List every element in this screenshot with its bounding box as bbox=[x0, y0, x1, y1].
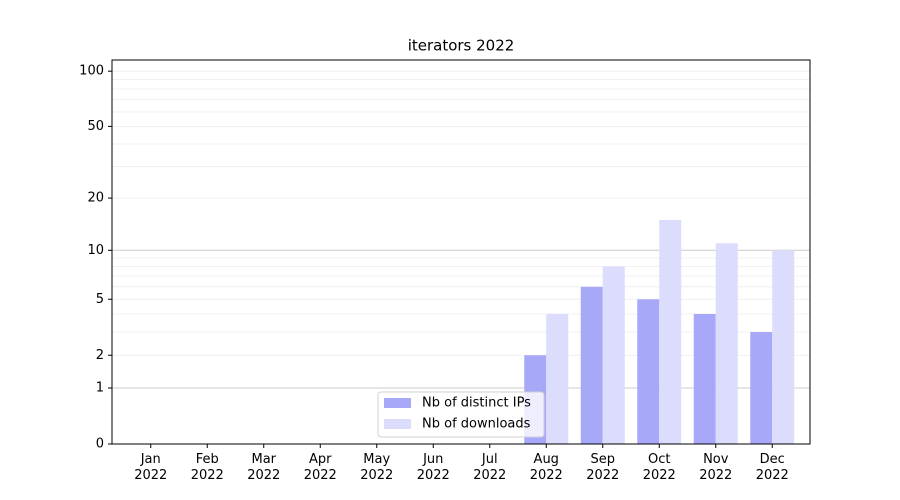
y-tick-label: 20 bbox=[87, 191, 104, 206]
x-tick-label: Jan 2022 bbox=[134, 452, 168, 483]
x-tick-label: Jun 2022 bbox=[416, 452, 450, 483]
x-tick-label: Jul 2022 bbox=[473, 452, 507, 483]
y-tick-label: 1 bbox=[96, 381, 104, 396]
bar bbox=[715, 243, 738, 444]
bar bbox=[772, 250, 795, 444]
legend-label: Nb of distinct IPs bbox=[422, 396, 531, 411]
x-tick-label: Mar 2022 bbox=[247, 452, 281, 483]
bar bbox=[693, 313, 716, 444]
legend-label: Nb of downloads bbox=[422, 417, 531, 432]
legend-swatch bbox=[384, 398, 411, 408]
bar bbox=[637, 299, 660, 444]
x-tick-label: Feb 2022 bbox=[190, 452, 224, 483]
x-tick-label: Oct 2022 bbox=[642, 452, 676, 483]
bar bbox=[659, 220, 682, 444]
x-tick-label: Aug 2022 bbox=[529, 452, 563, 483]
plot-frame bbox=[111, 59, 811, 445]
x-tick-label: May 2022 bbox=[360, 452, 394, 483]
y-tick-label: 10 bbox=[87, 243, 104, 258]
bar bbox=[546, 313, 569, 444]
y-tick-label: 2 bbox=[96, 348, 104, 363]
legend-swatch bbox=[384, 419, 411, 429]
x-tick-label: Nov 2022 bbox=[699, 452, 733, 483]
x-tick-label: Sep 2022 bbox=[586, 452, 620, 483]
x-tick-label: Apr 2022 bbox=[303, 452, 337, 483]
y-tick-label: 0 bbox=[96, 437, 104, 452]
y-tick-label: 50 bbox=[87, 119, 104, 134]
bar bbox=[750, 332, 773, 444]
legend-box bbox=[377, 391, 545, 438]
bar bbox=[602, 266, 625, 444]
y-tick-label: 5 bbox=[96, 292, 104, 307]
chart-title: iterators 2022 bbox=[408, 37, 515, 55]
y-tick-label: 100 bbox=[79, 64, 104, 79]
bar bbox=[580, 286, 603, 444]
x-tick-label: Dec 2022 bbox=[755, 452, 789, 483]
